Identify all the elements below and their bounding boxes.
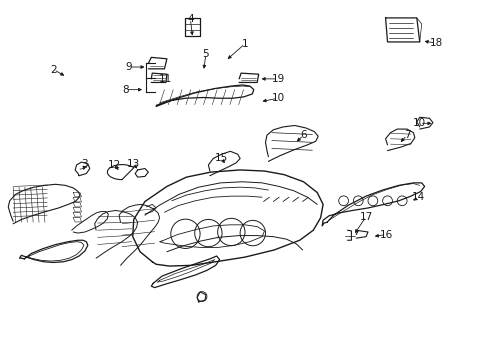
Text: 17: 17 [360,212,373,221]
Text: 15: 15 [215,153,228,163]
Text: 13: 13 [127,159,140,169]
Text: 12: 12 [108,160,121,170]
Text: 18: 18 [430,38,443,48]
Text: 2: 2 [50,64,57,75]
Text: 5: 5 [203,49,209,59]
Text: 10: 10 [271,93,285,103]
Text: 3: 3 [82,159,88,169]
Text: 14: 14 [412,192,425,202]
Text: 1: 1 [242,39,248,49]
Text: 11: 11 [159,74,172,84]
Text: 8: 8 [122,85,129,95]
Text: 4: 4 [187,14,194,24]
Text: 10: 10 [413,118,426,128]
Text: 9: 9 [125,62,132,72]
Text: 19: 19 [271,74,285,84]
Text: 6: 6 [300,130,307,140]
Text: 16: 16 [380,230,393,239]
Text: 7: 7 [404,130,410,140]
